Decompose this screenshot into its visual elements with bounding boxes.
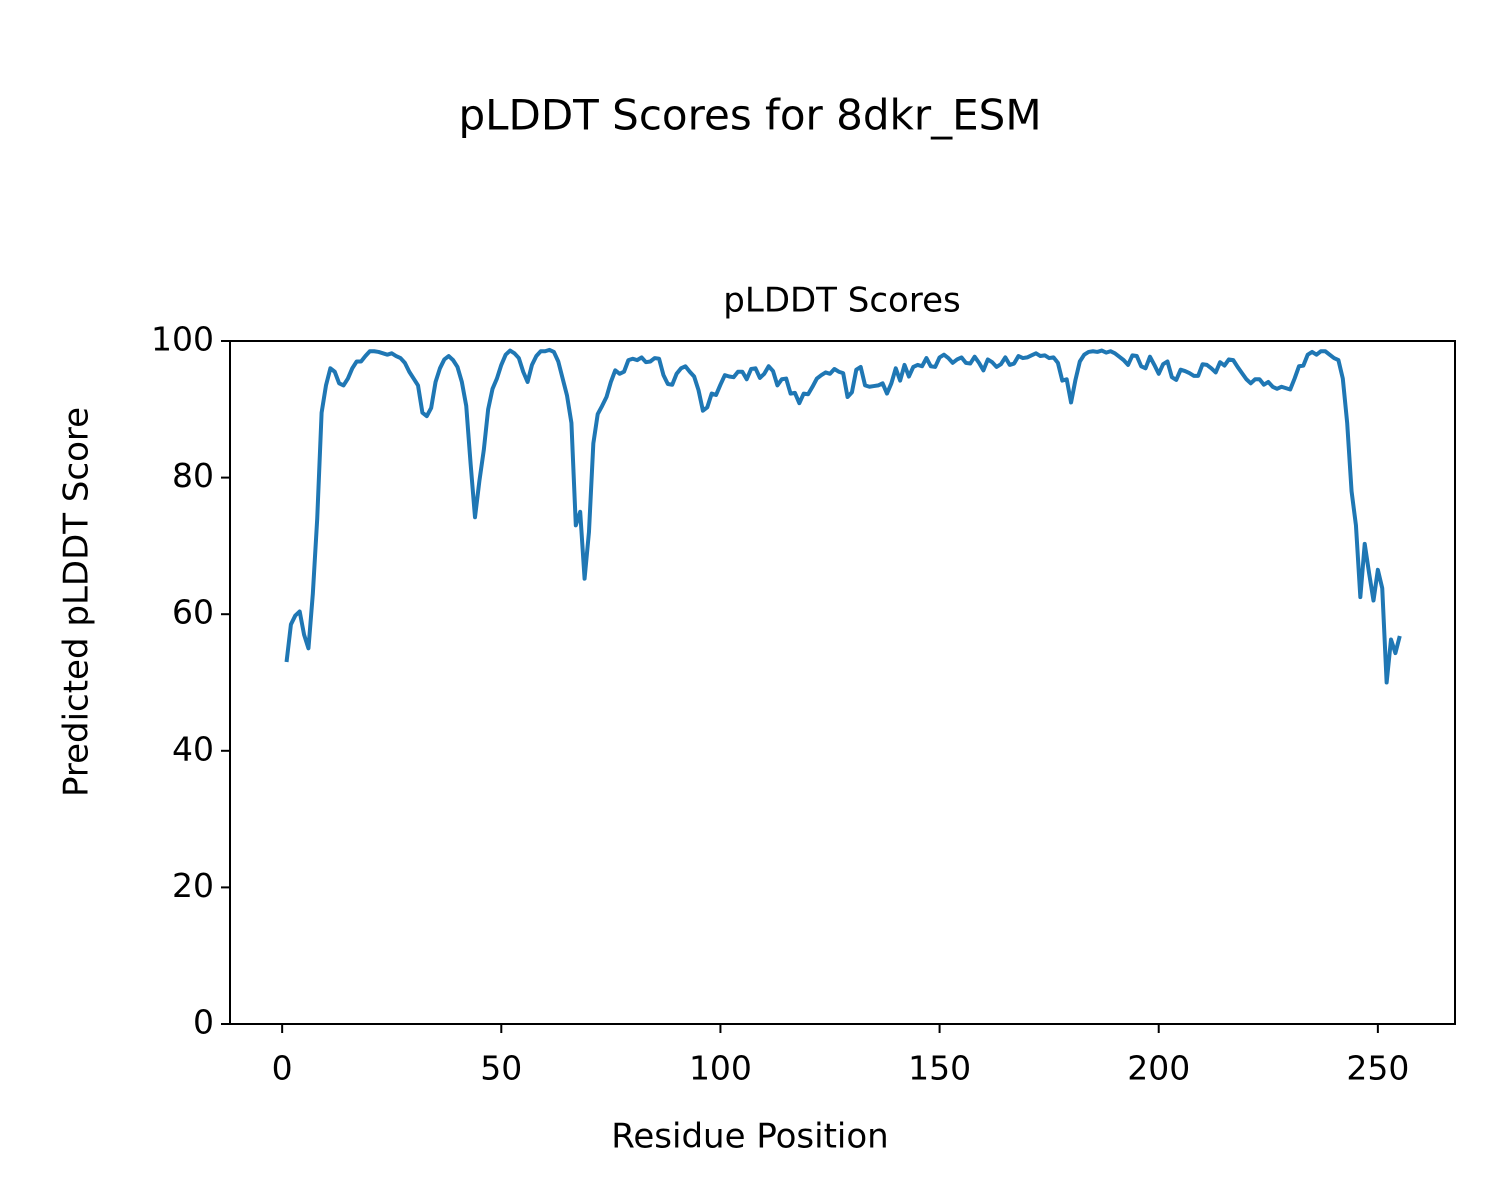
y-tick-label: 40: [172, 729, 214, 768]
x-tick-label: 0: [272, 1049, 293, 1088]
x-tick-label: 100: [689, 1049, 752, 1088]
y-tick-label: 80: [172, 456, 214, 495]
x-tick-label: 250: [1346, 1049, 1409, 1088]
y-tick-label: 0: [193, 1003, 214, 1042]
x-tick-label: 150: [908, 1049, 971, 1088]
y-tick-label: 60: [172, 593, 214, 632]
series-line: [284, 347, 1402, 685]
axes-title: pLDDT Scores: [723, 281, 960, 321]
chart-title: pLDDT Scores for 8dkr_ESM: [458, 91, 1041, 140]
y-tick-label: 20: [172, 866, 214, 905]
plot-frame: [229, 340, 1456, 1025]
x-axis-label: Residue Position: [611, 1117, 888, 1157]
y-axis-label: Predicted pLDDT Score: [57, 407, 97, 797]
x-tick-label: 50: [480, 1049, 522, 1088]
y-tick-label: 100: [151, 320, 214, 359]
x-tick-label: 200: [1127, 1049, 1190, 1088]
